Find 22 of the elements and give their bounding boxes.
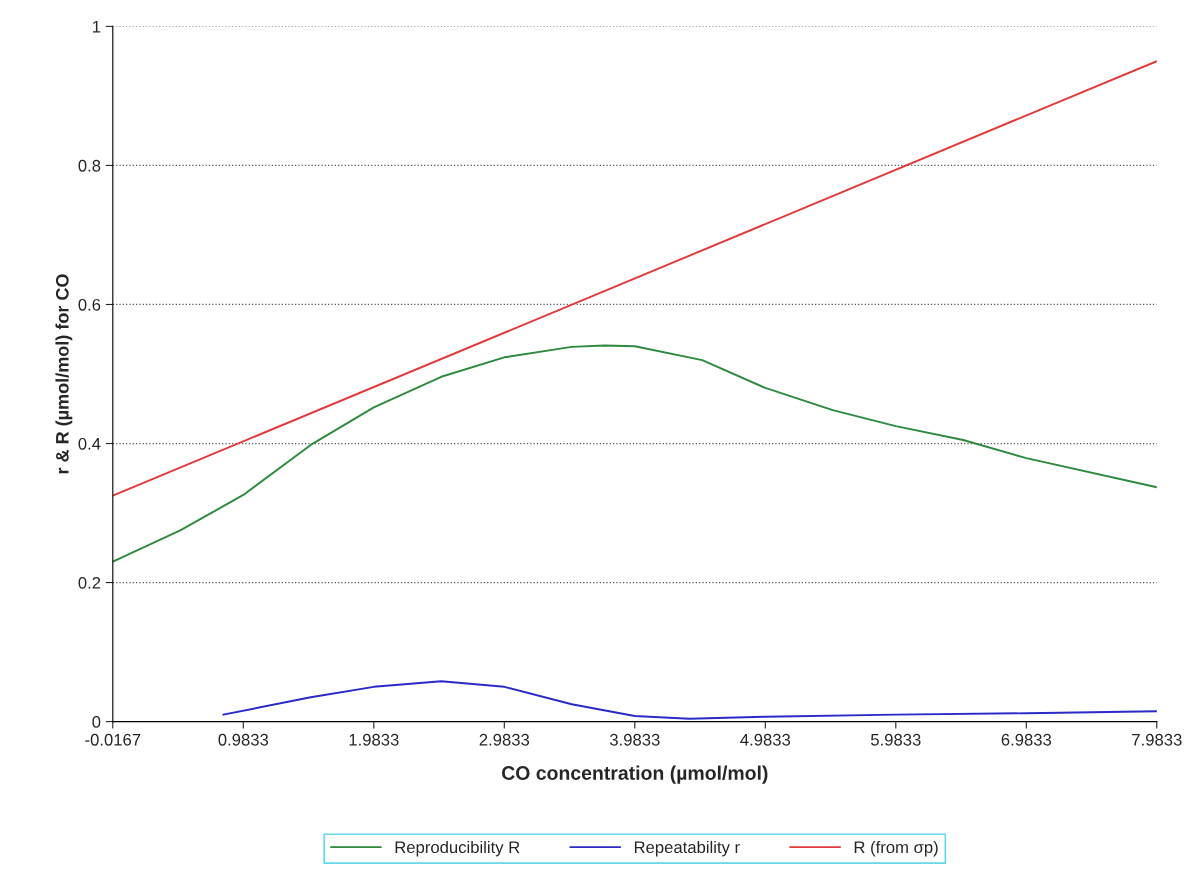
x-tick-label: 0.9833 [218,733,269,746]
x-tick-label: 3.9833 [609,733,660,746]
y-tick-label: 1 [93,20,101,33]
x-tick-label: 7.9833 [1132,733,1182,746]
legend-label: Repeatability r [634,840,740,857]
y-axis-title: r & R (µmol/mol) for CO [55,274,73,474]
x-tick-label: 1.9833 [349,733,399,746]
x-tick-label: 2.9833 [479,733,530,746]
y-tick-label: 0 [92,716,101,728]
legend-label: R (from σp) [854,840,938,857]
x-tick-label: 5.9833 [870,733,921,746]
x-tick-label: -0.0167 [85,733,141,746]
x-tick-label: 6.9833 [1001,733,1052,746]
x-axis-title: CO concentration (µmol/mol) [501,765,768,784]
legend-label: Reproducibility R [395,840,520,857]
line-series [222,680,1157,720]
y-tick-label: 0.4 [78,437,101,450]
y-tick-label: 0.8 [78,159,101,172]
y-tick-label: 0.2 [78,576,101,589]
line-series [112,344,1157,563]
x-tick-label: 4.9833 [740,733,791,746]
y-tick-label: 0.6 [78,298,101,311]
